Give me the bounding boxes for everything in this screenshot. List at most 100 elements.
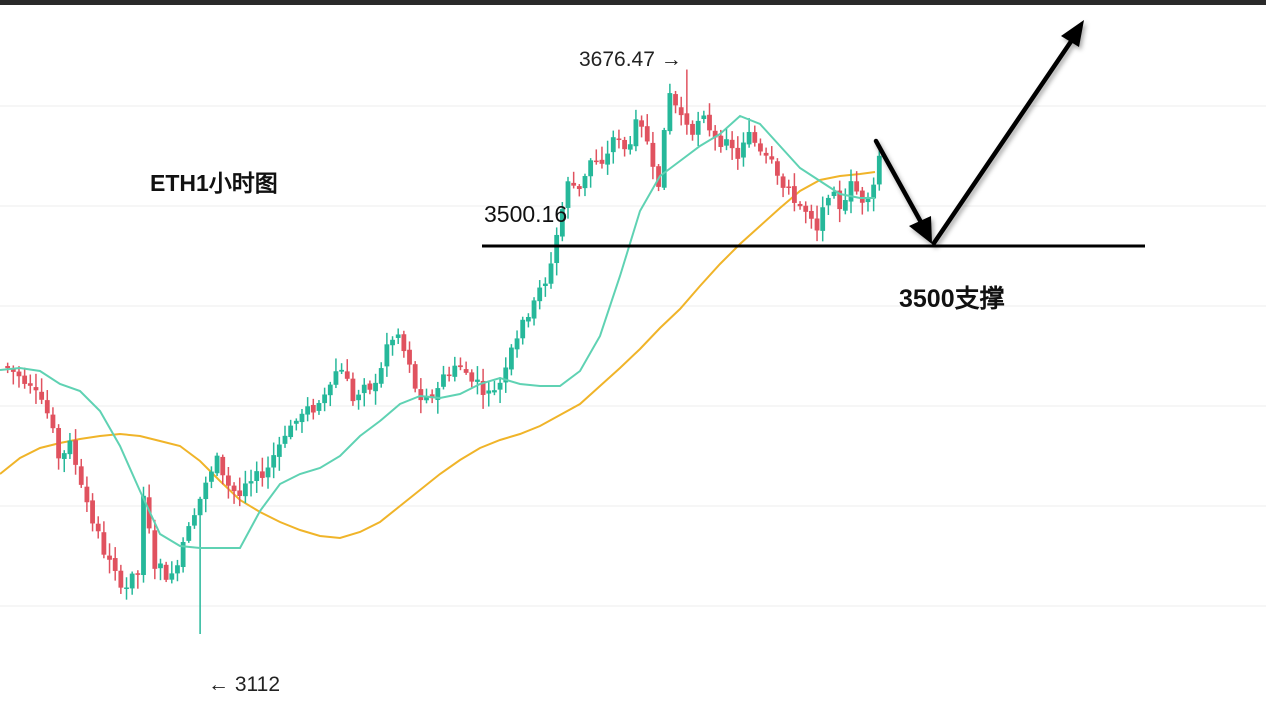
candle-body (871, 184, 877, 199)
candles-group (5, 69, 882, 634)
candle-body (254, 471, 260, 481)
candle-body (554, 234, 560, 264)
candle-body (242, 483, 248, 497)
candle-body (56, 428, 61, 459)
candle-body (537, 287, 543, 302)
candle-body (90, 500, 95, 524)
candle-body (390, 339, 395, 346)
candle-body (310, 404, 316, 413)
candle-body (237, 490, 243, 497)
candle-body (486, 390, 492, 394)
candle-body (514, 338, 520, 350)
candle-body (259, 471, 265, 478)
candle-body (231, 485, 237, 492)
candle-body (842, 200, 848, 211)
candle-body (876, 155, 882, 185)
candle-body (775, 161, 780, 176)
candle-body (316, 403, 322, 411)
support-annotation: 3500支撑 (899, 285, 1005, 313)
candle-body (271, 455, 277, 468)
candle-body (741, 142, 746, 158)
candle-body (797, 203, 803, 207)
candle-body (214, 455, 220, 474)
candle-body (350, 378, 356, 402)
candle-body (169, 573, 175, 580)
candle-body (627, 144, 633, 150)
candle-body (220, 456, 226, 476)
candle-body (282, 435, 288, 444)
candle-body (424, 395, 429, 401)
candle-body (792, 186, 797, 203)
candle-body (667, 93, 673, 132)
candle-body (16, 371, 22, 377)
candle-body (548, 263, 554, 284)
candle-body (446, 374, 452, 377)
candle-body (480, 380, 486, 395)
candle-body (571, 182, 577, 186)
candle-body (412, 364, 418, 389)
candle-body (599, 159, 605, 164)
candle-body (690, 123, 695, 135)
candle-body (701, 115, 707, 120)
candle-body (33, 387, 39, 391)
candle-body (101, 532, 107, 555)
candle-body (288, 425, 294, 438)
candle-body (180, 542, 186, 568)
candle-body (22, 375, 28, 384)
candle-body (718, 135, 724, 147)
candle-body (305, 406, 311, 415)
candle-body (837, 190, 843, 210)
candle-body (633, 119, 639, 147)
candle-body (475, 379, 480, 382)
top-border (0, 0, 1266, 5)
candle-body (112, 558, 118, 571)
candle-body (492, 390, 497, 393)
candle-body (831, 191, 837, 197)
candle-body (333, 371, 339, 385)
candle-body (27, 383, 33, 386)
down-arrow-head (909, 216, 932, 244)
candle-body (61, 453, 67, 459)
candle-body (84, 486, 90, 503)
candle-body (576, 186, 582, 190)
candle-body (724, 139, 729, 146)
up-arrow-head (1061, 20, 1084, 47)
candle-body (503, 367, 509, 383)
ma-fast-line (0, 114, 875, 549)
candle-body (865, 196, 871, 203)
candle-body (763, 152, 769, 156)
candle-body (135, 573, 141, 575)
candle-body (825, 197, 831, 206)
candle-body (786, 186, 792, 188)
candle-body (661, 130, 667, 188)
candle-body (175, 565, 180, 574)
candle-body (78, 466, 84, 485)
candle-body (203, 482, 209, 500)
candle-body (531, 300, 537, 319)
candle-body (605, 153, 611, 165)
candle-body (673, 94, 678, 106)
projection-arrows (873, 20, 1084, 246)
candle-body (458, 365, 463, 368)
candle-body (158, 563, 163, 569)
candle-body (758, 143, 763, 152)
candle-body (707, 114, 712, 131)
candle-body (808, 210, 814, 219)
candle-body (650, 142, 656, 167)
candle-body (248, 481, 254, 484)
candle-body (107, 555, 112, 560)
candle-body (384, 344, 390, 367)
candle-body (593, 160, 599, 163)
candle-body (684, 113, 690, 125)
candle-body (610, 137, 616, 153)
candle-body (735, 147, 741, 159)
candle-body (339, 369, 344, 372)
candle-body (322, 394, 328, 404)
candle-body (469, 372, 475, 382)
candle-body (746, 131, 752, 145)
candle-body (186, 526, 192, 541)
ma-slow-path (0, 171, 876, 540)
candle-body (197, 498, 203, 516)
candle-body (209, 471, 214, 482)
